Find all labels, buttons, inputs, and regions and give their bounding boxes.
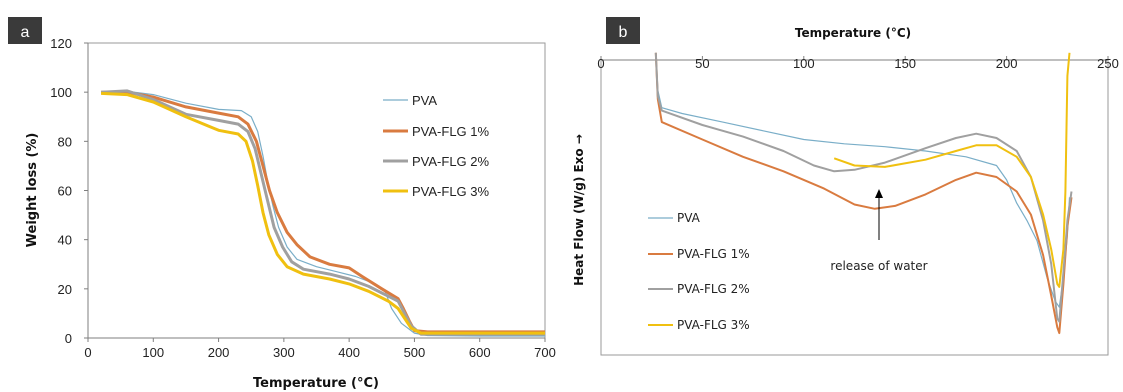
panel-a-x-ticks: 0 100 200 300 400 500 600 700 (84, 338, 556, 360)
panel-b-badge (606, 17, 640, 44)
b-legend-label-pva-flg-3: PVA-FLG 3% (677, 318, 750, 332)
panel-a-badge (8, 17, 42, 44)
a-legend-label-pva: PVA (412, 93, 437, 108)
a-y-tick-label: 40 (58, 233, 72, 248)
b-legend-label-pva-flg-1: PVA-FLG 1% (677, 247, 750, 261)
panel-b-legend: PVA PVA-FLG 1% PVA-FLG 2% PVA-FLG 3% (648, 211, 750, 332)
a-y-tick-label: 20 (58, 282, 72, 297)
panel-b-x-ticks: 0 50 100 150 200 250 (597, 56, 1119, 71)
a-series-line-pva (101, 90, 545, 337)
b-legend-label-pva: PVA (677, 211, 701, 225)
a-series-line-pva-flg-2 (101, 89, 545, 336)
a-y-tick-label: 60 (58, 184, 72, 199)
a-x-tick-label: 0 (84, 345, 91, 360)
a-x-tick-label: 100 (142, 345, 164, 360)
b-series-line-pva-flg-1 (654, 52, 1073, 335)
b-x-tick-label: 200 (996, 56, 1018, 71)
a-x-tick-label: 700 (534, 345, 556, 360)
panel-b-plot-border (600, 59, 1109, 356)
a-y-tick-label: 0 (65, 331, 72, 346)
release-arrow-head-icon (875, 189, 883, 198)
panel-b-y-axis-title: Heat Flow (W/g) Exo → (572, 134, 586, 286)
a-y-tick-label: 80 (58, 134, 72, 149)
panel-b-x-axis-title: Temperature (°C) (795, 26, 911, 40)
panel-a-chart: a 0 100 200 300 400 500 600 700 0 20 40 60 80 100 120… (8, 17, 556, 391)
a-legend-label-pva-flg-2: PVA-FLG 2% (412, 154, 490, 169)
b-series-line-pva (655, 52, 1071, 308)
a-x-tick-label: 200 (208, 345, 230, 360)
b-legend-label-pva-flg-2: PVA-FLG 2% (677, 282, 750, 296)
a-x-tick-label: 300 (273, 345, 295, 360)
b-x-tick-label: 0 (597, 56, 604, 71)
a-y-tick-label: 120 (50, 36, 72, 51)
a-x-tick-label: 600 (469, 345, 491, 360)
panel-b-chart: b 0 50 100 150 200 250 Temperature (°C) Heat … (572, 17, 1119, 356)
panel-a-y-axis-title: Weight loss (%) (25, 133, 40, 248)
a-legend-label-pva-flg-1: PVA-FLG 1% (412, 124, 490, 139)
panel-a-y-ticks: 0 20 40 60 80 100 120 (50, 36, 88, 346)
b-x-tick-label: 150 (894, 56, 916, 71)
b-x-tick-label: 100 (793, 56, 815, 71)
a-x-tick-label: 400 (338, 345, 360, 360)
a-legend-label-pva-flg-3: PVA-FLG 3% (412, 184, 490, 199)
b-x-tick-label: 250 (1097, 56, 1119, 71)
a-x-tick-label: 500 (404, 345, 426, 360)
b-series-line-pva-flg-2 (654, 52, 1073, 323)
panel-b-badge-label: b (619, 24, 628, 41)
panel-b-series (654, 52, 1073, 335)
a-series-line-pva-flg-3 (101, 91, 545, 335)
panel-a-badge-label: a (21, 24, 30, 41)
b-x-tick-label: 50 (695, 56, 709, 71)
panel-a-legend: PVA PVA-FLG 1% PVA-FLG 2% PVA-FLG 3% (383, 93, 490, 199)
a-y-tick-label: 100 (50, 85, 72, 100)
release-of-water-annotation: release of water (830, 259, 927, 273)
panel-a-series (101, 89, 545, 337)
panel-a-x-axis-title: Temperature (°C) (253, 376, 379, 391)
b-series-line-pva-flg-3 (833, 52, 1071, 288)
